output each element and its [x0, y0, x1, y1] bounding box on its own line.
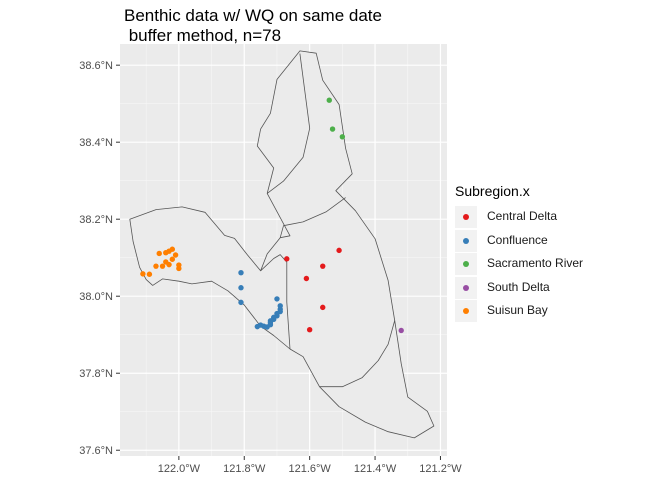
point-suisun-bay — [176, 265, 182, 272]
point-suisun-bay — [169, 256, 176, 262]
y-tick-label: 38.6°N — [79, 60, 113, 72]
legend-item-sacramento-river: Sacramento River — [455, 253, 625, 275]
legend-key — [455, 253, 477, 275]
legend-label: Central Delta — [487, 209, 558, 223]
legend-title: Subregion.x — [455, 183, 530, 199]
legend-dot-icon — [463, 214, 469, 220]
subregion-boundary — [260, 254, 291, 350]
x-tick-label: 121.2°W — [419, 463, 462, 475]
region-outline — [129, 50, 435, 439]
point-suisun-bay — [169, 246, 176, 252]
y-tick-label: 38.2°N — [79, 214, 113, 226]
point-sacramento-river — [326, 97, 332, 103]
legend-key — [455, 276, 477, 299]
point-central-delta — [320, 304, 326, 311]
point-confluence — [238, 270, 244, 276]
y-tick-label: 38.0°N — [79, 291, 113, 303]
point-central-delta — [284, 256, 290, 262]
region-map — [129, 50, 435, 439]
point-suisun-bay — [172, 252, 179, 258]
point-suisun-bay — [159, 263, 166, 269]
point-suisun-bay — [146, 271, 153, 277]
legend-item-suisun-bay: Suisun Bay — [455, 300, 625, 322]
point-suisun-bay — [163, 259, 169, 265]
data-points — [140, 97, 404, 334]
subregion-boundary — [319, 320, 396, 388]
legend-item-central-delta: Central Delta — [455, 206, 625, 228]
legend-dot-icon — [463, 308, 469, 314]
legend-label: Confluence — [487, 232, 548, 247]
point-suisun-bay — [140, 271, 146, 277]
point-confluence — [238, 299, 244, 306]
point-confluence — [274, 296, 280, 302]
x-tick-label: 122.0°W — [158, 463, 201, 475]
x-tick-label: 121.6°W — [289, 463, 332, 475]
chart-title-line-2: buffer method, n=78 — [124, 26, 282, 45]
subregion-boundary — [266, 53, 311, 194]
legend-dot-icon — [463, 261, 469, 267]
legend-item-south-delta: South Delta — [455, 276, 625, 299]
subregion-boundary — [279, 197, 346, 238]
legend-dot-icon — [463, 284, 469, 291]
chart-title-line-1: Benthic data w/ WQ on same date — [124, 6, 382, 25]
point-confluence — [254, 323, 261, 330]
legend-key — [455, 206, 477, 228]
x-tick-label: 121.4°W — [354, 463, 397, 475]
point-central-delta — [306, 327, 313, 333]
axes: 122.0°W 121.8°W 121.6°W 121.4°W 121.2°W 37.6°… — [79, 60, 462, 475]
x-tick-label: 121.8°W — [223, 463, 266, 475]
point-central-delta — [303, 275, 310, 282]
y-tick-label: 38.4°N — [79, 137, 113, 149]
legend-key — [455, 229, 477, 252]
point-central-delta — [336, 247, 342, 254]
legend-label: Suisun Bay — [487, 303, 548, 317]
point-south-delta — [398, 327, 404, 334]
point-sacramento-river — [339, 134, 346, 140]
legend-label: Sacramento River — [487, 256, 584, 270]
legend-item-confluence: Confluence — [455, 229, 625, 252]
point-sacramento-river — [329, 126, 336, 132]
point-central-delta — [320, 263, 326, 269]
y-tick-label: 37.8°N — [79, 368, 113, 380]
y-tick-label: 37.6°N — [79, 445, 113, 457]
legend-key — [455, 300, 477, 322]
legend-label: South Delta — [487, 279, 550, 294]
legend-dot-icon — [463, 237, 469, 244]
point-confluence — [238, 285, 244, 291]
point-suisun-bay — [153, 263, 159, 269]
point-suisun-bay — [156, 250, 162, 257]
